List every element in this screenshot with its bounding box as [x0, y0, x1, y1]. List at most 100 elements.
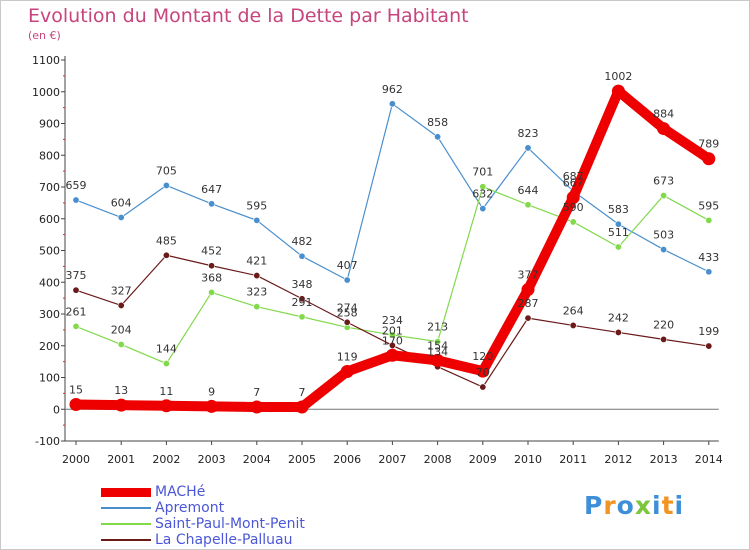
legend-item-la-chapelle: La Chapelle-Palluau — [101, 532, 305, 548]
data-point-1-12 — [614, 220, 622, 228]
data-point-1-4 — [253, 216, 261, 224]
legend-label-apremont: Apremont — [155, 500, 225, 516]
data-label-3-4: 421 — [246, 255, 267, 268]
data-label-2-6: 258 — [337, 306, 358, 319]
data-point-1-0 — [72, 196, 80, 204]
data-label-2-9: 701 — [472, 166, 493, 179]
data-label-2-4: 323 — [246, 286, 267, 299]
data-label-3-9: 70 — [476, 366, 490, 379]
data-label-1-7: 962 — [382, 83, 403, 96]
data-point-1-6 — [343, 276, 351, 284]
data-point-2-0 — [72, 322, 80, 330]
data-point-3-6 — [343, 318, 351, 326]
data-point-0-13 — [657, 122, 671, 136]
data-label-0-7: 170 — [382, 334, 403, 347]
data-point-1-14 — [705, 268, 713, 276]
data-point-0-4 — [250, 400, 264, 414]
legend-item-apremont: Apremont — [101, 500, 305, 516]
x-tick-label: 2008 — [424, 453, 452, 466]
data-point-3-11 — [569, 321, 577, 329]
data-point-0-14 — [702, 152, 716, 166]
data-label-0-0: 15 — [69, 383, 83, 396]
data-point-0-0 — [69, 397, 83, 411]
data-point-2-5 — [298, 313, 306, 321]
data-point-1-5 — [298, 252, 306, 260]
data-point-0-6 — [340, 364, 354, 378]
data-point-3-4 — [253, 272, 261, 280]
data-point-0-11 — [566, 190, 580, 204]
y-tick-label: 1100 — [32, 54, 60, 67]
y-tick-label: 900 — [39, 118, 60, 131]
data-label-3-13: 220 — [653, 318, 674, 331]
data-point-2-8 — [434, 338, 442, 346]
data-label-1-3: 647 — [201, 183, 222, 196]
data-label-2-11: 590 — [563, 201, 584, 214]
data-point-3-2 — [162, 251, 170, 259]
data-label-1-2: 705 — [156, 164, 177, 177]
data-point-3-1 — [117, 301, 125, 309]
data-point-3-14 — [705, 342, 713, 350]
logo-letter: t — [661, 491, 675, 520]
data-label-0-11: 667 — [563, 176, 584, 189]
chart-subtitle: (en €) — [28, 29, 61, 42]
x-tick-label: 2003 — [198, 453, 226, 466]
data-label-0-6: 119 — [337, 350, 358, 363]
x-tick-label: 2011 — [559, 453, 587, 466]
data-label-2-8: 213 — [427, 321, 448, 334]
data-label-0-10: 377 — [518, 269, 539, 282]
y-tick-label: 400 — [39, 276, 60, 289]
data-point-3-10 — [524, 314, 532, 322]
data-label-0-4: 7 — [253, 386, 260, 399]
data-label-1-13: 503 — [653, 229, 674, 242]
x-tick-label: 2010 — [514, 453, 542, 466]
logo-letter: r — [603, 491, 617, 520]
data-point-3-3 — [208, 262, 216, 270]
x-tick-label: 2000 — [62, 453, 90, 466]
data-label-1-12: 583 — [608, 203, 629, 216]
data-label-2-10: 644 — [518, 184, 539, 197]
x-tick-label: 2005 — [288, 453, 316, 466]
data-label-2-1: 204 — [111, 323, 132, 336]
y-tick-label: 1000 — [32, 86, 60, 99]
chart-title: Evolution du Montant de la Dette par Hab… — [28, 5, 469, 27]
x-tick-label: 2007 — [378, 453, 406, 466]
data-label-1-5: 482 — [292, 235, 313, 248]
data-label-3-3: 452 — [201, 245, 222, 258]
y-tick-label: -100 — [35, 435, 60, 448]
data-label-3-7: 201 — [382, 324, 403, 337]
data-point-2-11 — [569, 218, 577, 226]
logo-letter: i — [674, 491, 685, 520]
data-point-3-7 — [388, 341, 396, 349]
data-label-2-2: 144 — [156, 343, 177, 356]
x-tick-label: 2014 — [695, 453, 723, 466]
data-label-1-6: 407 — [337, 259, 358, 272]
data-point-0-3 — [205, 399, 219, 413]
legend-swatch-mache — [101, 487, 151, 497]
y-tick-label: 300 — [39, 308, 60, 321]
data-label-1-0: 659 — [66, 179, 87, 192]
data-label-3-2: 485 — [156, 234, 177, 247]
y-tick-label: 0 — [53, 403, 60, 416]
data-label-1-14: 433 — [698, 251, 719, 264]
y-tick-label: 600 — [39, 213, 60, 226]
data-label-0-3: 9 — [208, 385, 215, 398]
data-label-2-12: 511 — [608, 226, 629, 239]
data-label-2-0: 261 — [66, 305, 87, 318]
data-label-1-1: 604 — [111, 196, 132, 209]
logo-letter: x — [634, 491, 652, 520]
data-point-2-7 — [388, 331, 396, 339]
data-label-0-5: 7 — [299, 386, 306, 399]
data-label-3-8: 134 — [427, 346, 448, 359]
data-point-2-2 — [162, 360, 170, 368]
data-label-1-8: 858 — [427, 116, 448, 129]
data-point-1-1 — [117, 213, 125, 221]
proxiti-logo: Proxiti — [584, 491, 684, 520]
data-point-1-9 — [479, 205, 487, 213]
y-tick-label: 100 — [39, 372, 60, 385]
data-label-2-14: 595 — [698, 199, 719, 212]
legend-label-saint-paul: Saint-Paul-Mont-Penit — [155, 516, 305, 532]
data-label-2-3: 368 — [201, 271, 222, 284]
data-label-3-12: 242 — [608, 311, 629, 324]
y-tick-label: 700 — [39, 181, 60, 194]
